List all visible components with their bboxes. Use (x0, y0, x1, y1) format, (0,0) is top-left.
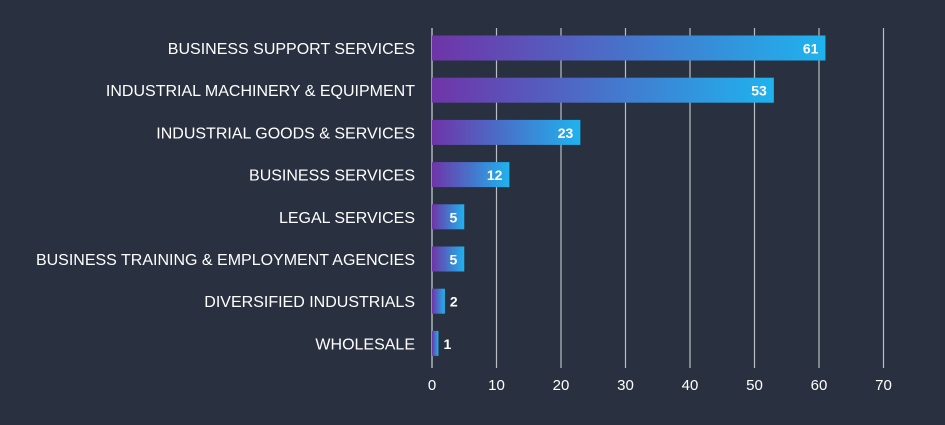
x-tick-label: 30 (617, 377, 634, 394)
x-tick-label: 40 (682, 377, 699, 394)
labels: 0 10 20 30 40 50 60 70 BUSINESS SUPPORT SERVICES… (36, 41, 892, 395)
bars (432, 35, 826, 356)
category-label: LEGAL SERVICES (279, 210, 415, 227)
category-label: INDUSTRIAL GOODS & SERVICES (156, 125, 415, 142)
x-tick-label: 70 (875, 377, 892, 394)
category-label: BUSINESS SERVICES (249, 168, 415, 185)
category-label: INDUSTRIAL MACHINERY & EQUIPMENT (106, 83, 415, 100)
bar (432, 246, 465, 272)
bar (432, 162, 510, 188)
bar (432, 77, 774, 103)
bar (432, 288, 445, 314)
x-tick-label: 60 (811, 377, 828, 394)
data-label: 1 (443, 336, 451, 352)
bar (432, 330, 439, 356)
category-label: DIVERSIFIED INDUSTRIALS (204, 294, 415, 311)
data-label: 2 (450, 294, 458, 310)
bar (432, 204, 465, 230)
x-tick-label: 20 (553, 377, 570, 394)
x-tick-label: 0 (428, 377, 436, 394)
category-label: BUSINESS SUPPORT SERVICES (168, 41, 415, 58)
data-label: 61 (803, 41, 819, 57)
bar (432, 35, 826, 61)
data-label: 23 (558, 125, 574, 141)
data-label: 5 (449, 209, 457, 225)
data-label: 5 (449, 252, 457, 268)
category-label: BUSINESS TRAINING & EMPLOYMENT AGENCIES (36, 252, 415, 269)
bar (432, 119, 581, 145)
x-tick-label: 10 (488, 377, 505, 394)
x-tick-label: 50 (746, 377, 763, 394)
data-label: 53 (751, 83, 767, 99)
category-label: WHOLESALE (315, 336, 415, 353)
data-label: 12 (487, 167, 503, 183)
